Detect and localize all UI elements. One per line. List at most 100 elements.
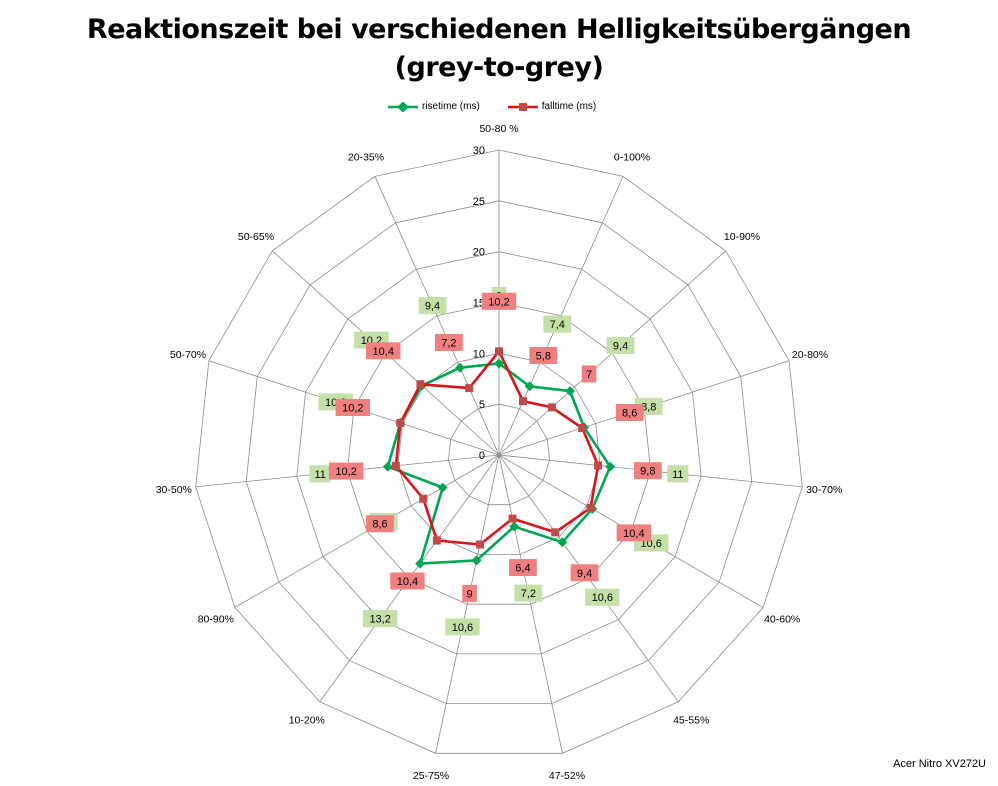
risetime-data-label-2: 9,4 (613, 341, 628, 353)
category-label-4: 30-70% (806, 484, 842, 496)
falltime-point-14 (465, 384, 474, 393)
falltime-label-bg-1 (529, 346, 558, 364)
legend-item-risetime: risetime (ms) (388, 101, 480, 112)
risetime-point-10 (437, 482, 448, 493)
falltime-label-bg-9 (390, 572, 425, 590)
legend-marker-falltime (507, 102, 538, 111)
risetime-data-label-7: 7,2 (521, 588, 536, 600)
category-label-11: 30-50% (156, 484, 192, 496)
r-tick-label-10: 10 (473, 348, 485, 360)
r-tick-label-0: 0 (479, 450, 485, 462)
category-label-1: 0-100% (614, 151, 650, 163)
risetime-label-bg-14 (418, 297, 447, 315)
falltime-data-label-12: 10,2 (342, 403, 363, 415)
falltime-label-bg-2 (581, 365, 597, 383)
spoke-7 (498, 454, 563, 754)
risetime-label-bg-7 (514, 584, 543, 602)
falltime-point-13 (416, 380, 425, 389)
category-label-6: 45-55% (673, 715, 709, 727)
falltime-label-bg-7 (509, 559, 537, 577)
category-label-3: 20-80% (792, 349, 828, 361)
falltime-data-label-6: 9,4 (577, 568, 592, 580)
category-label-13: 50-65% (238, 231, 274, 243)
category-label-0: 50-80 % (479, 123, 518, 135)
risetime-point-7 (509, 521, 520, 532)
risetime-data-label-1: 7,4 (550, 319, 565, 331)
r-tick-label-20: 20 (473, 247, 485, 259)
legend-marker-risetime (388, 101, 418, 112)
falltime-point-6 (551, 528, 560, 537)
falltime-data-label-2: 7 (586, 369, 592, 381)
falltime-point-8 (475, 540, 484, 549)
risetime-point-4 (605, 461, 616, 472)
risetime-data-label-4: 11 (672, 469, 683, 481)
grid-ring-5 (447, 403, 551, 506)
falltime-point-12 (396, 418, 405, 427)
grid-ring-25 (245, 200, 753, 704)
falltime-label-bg-14 (434, 333, 463, 351)
credit-text: Acer Nitro XV272U (893, 758, 986, 770)
falltime-data-label-14: 7,2 (441, 337, 456, 349)
risetime-point-1 (524, 381, 535, 392)
chart-title-line-1: Reaktionszeit bei verschiedenen Helligke… (86, 14, 912, 45)
risetime-label-bg-4 (667, 465, 689, 483)
falltime-label-bg-8 (462, 584, 477, 602)
falltime-point-3 (578, 423, 587, 432)
risetime-data-label-8: 10,6 (452, 622, 473, 634)
legend-item-falltime: falltime (ms) (507, 101, 597, 112)
risetime-point-8 (471, 555, 482, 566)
category-label-10: 80-90% (198, 614, 234, 626)
risetime-label-bg-9 (362, 610, 398, 628)
grid-ring-30 (195, 149, 803, 754)
falltime-point-10 (419, 494, 428, 503)
falltime-point-7 (508, 514, 517, 523)
risetime-point-2 (565, 386, 575, 397)
falltime-data-label-3: 8,6 (622, 408, 637, 420)
falltime-label-bg-11 (328, 462, 364, 480)
falltime-data-label-1: 5,8 (536, 350, 551, 362)
falltime-label-bg-4 (633, 462, 662, 480)
spoke-8 (435, 454, 500, 754)
series-line-1 (394, 349, 600, 546)
falltime-label-bg-12 (335, 399, 371, 417)
falltime-point-4 (594, 461, 603, 470)
risetime-data-label-6: 10,6 (592, 592, 613, 604)
risetime-point-0 (494, 358, 504, 369)
falltime-data-label-8: 9 (467, 588, 473, 600)
falltime-data-label-7: 6,4 (515, 563, 530, 575)
falltime-point-2 (547, 403, 556, 412)
grid-ring-15 (346, 302, 652, 605)
falltime-point-9 (432, 536, 441, 545)
falltime-label-bg-0 (481, 292, 517, 310)
legend-label-falltime: falltime (ms) (541, 101, 597, 112)
r-tick-label-25: 25 (473, 196, 485, 208)
falltime-data-label-9: 10,4 (397, 576, 418, 588)
falltime-point-5 (586, 503, 595, 512)
falltime-data-label-13: 10,4 (373, 346, 394, 358)
falltime-data-label-10: 8,6 (372, 519, 387, 531)
falltime-label-bg-3 (615, 404, 644, 422)
falltime-point-1 (518, 397, 527, 406)
legend-label-risetime: risetime (ms) (422, 101, 480, 112)
category-label-9: 10-20% (289, 715, 325, 727)
risetime-data-label-9: 13,2 (369, 614, 390, 626)
risetime-label-bg-2 (606, 337, 635, 355)
category-label-7: 47-52% (549, 770, 585, 782)
falltime-data-label-11: 10,2 (335, 466, 356, 478)
falltime-label-bg-10 (366, 515, 394, 533)
category-label-12: 50-70% (170, 349, 206, 361)
grid-ring-10 (397, 352, 601, 555)
risetime-data-label-3: 8,8 (641, 401, 656, 413)
risetime-point-9 (415, 558, 426, 569)
risetime-data-label-14: 9,4 (425, 301, 440, 313)
category-label-5: 40-60% (764, 614, 800, 626)
falltime-label-bg-5 (616, 524, 652, 542)
chart-legend: risetime (ms) falltime (ms) (388, 101, 596, 112)
falltime-point-11 (391, 461, 400, 470)
falltime-data-label-5: 10,4 (623, 528, 644, 540)
category-label-8: 25-75% (413, 770, 449, 782)
grid-ring-20 (296, 251, 702, 655)
falltime-data-label-4: 9,8 (640, 466, 655, 478)
risetime-point-14 (455, 362, 466, 373)
